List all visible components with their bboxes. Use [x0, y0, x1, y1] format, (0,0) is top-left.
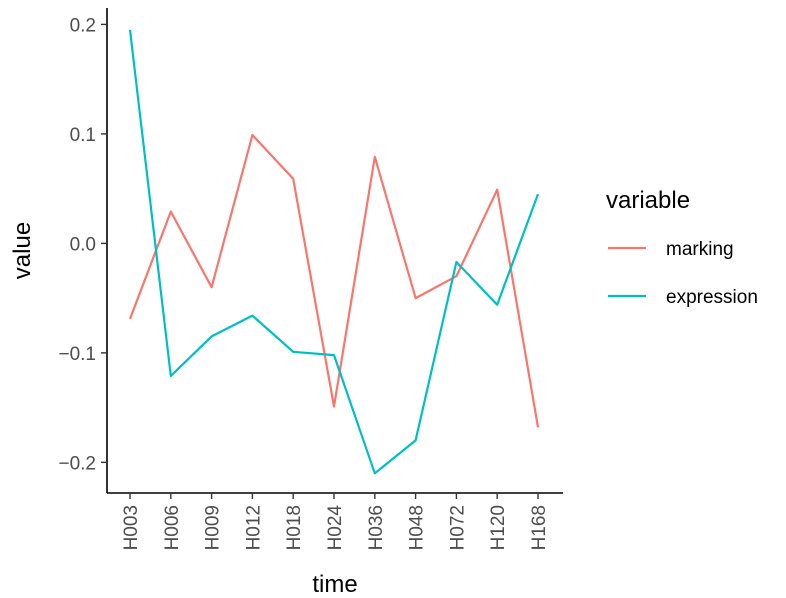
- plot-lines: [128, 29, 540, 475]
- x-tick-label: H018: [284, 505, 305, 550]
- legend-label-expression: expression: [666, 287, 758, 308]
- axes: 0.20.10.0−0.1−0.2 H003 H006 H009 H012 H018 H0…: [58, 8, 563, 550]
- x-tick-label: H048: [407, 505, 428, 550]
- x-tick-label: H012: [243, 505, 264, 550]
- x-axis-ticks: H003 H006 H009 H012 H018 H024 H036 H048 H072 H120…: [121, 493, 550, 550]
- y-axis-ticks: 0.2 0.1 0.0 −0.1 −0.2: [58, 15, 107, 474]
- series-line-marking: [128, 133, 540, 428]
- y-tick-label: −0.1: [58, 344, 96, 365]
- x-tick-label: H006: [162, 505, 183, 550]
- y-axis-title: value: [9, 222, 36, 279]
- series-line-expression: [128, 29, 540, 475]
- y-tick-label: 0.0: [70, 234, 96, 255]
- x-tick-label: H168: [529, 505, 550, 550]
- x-tick-label: H003: [121, 505, 142, 550]
- x-tick-label: H009: [203, 505, 224, 550]
- y-tick-label: −0.2: [58, 453, 96, 474]
- y-tick-label: 0.2: [70, 15, 96, 36]
- x-axis-title: time: [312, 571, 357, 598]
- x-tick-label: H072: [447, 505, 468, 550]
- legend-title: variable: [606, 187, 690, 214]
- x-tick-label: H036: [366, 505, 387, 550]
- x-tick-label: H120: [488, 505, 509, 550]
- legend-label-marking: marking: [666, 239, 734, 260]
- x-tick-label: H024: [325, 505, 346, 551]
- y-tick-label: 0.1: [70, 125, 96, 146]
- legend: variable marking expression: [606, 187, 758, 308]
